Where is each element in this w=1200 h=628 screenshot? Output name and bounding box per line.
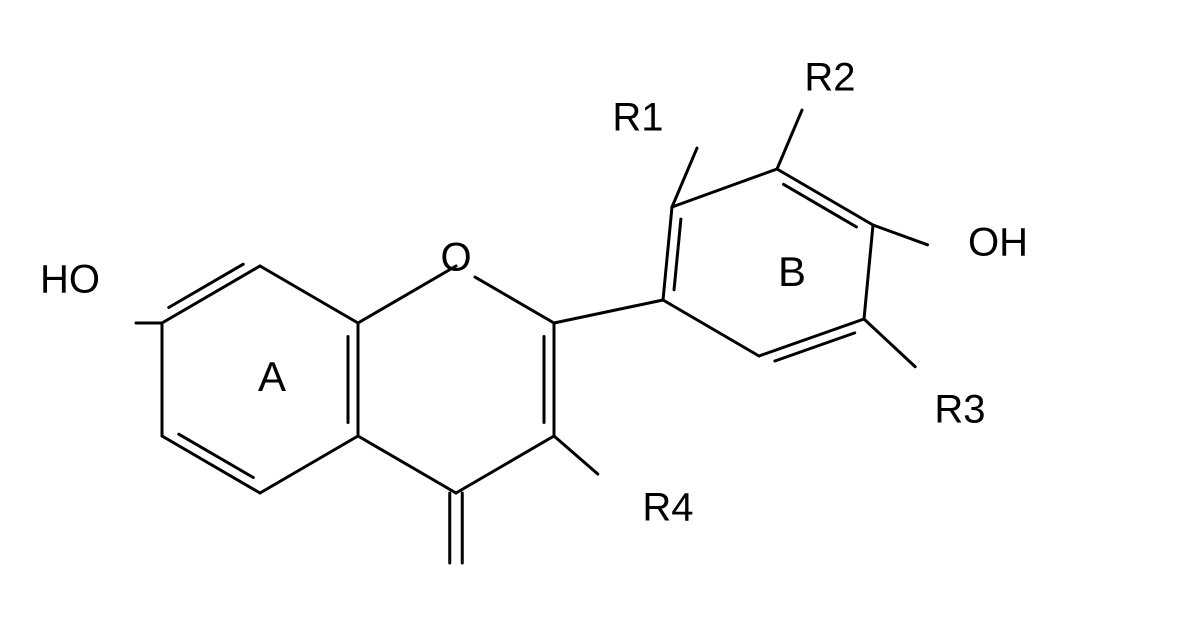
- bonds: [136, 110, 928, 563]
- ho-left-label: HO: [40, 258, 100, 302]
- ring-oxygen-label: O: [440, 236, 471, 280]
- r4-label: R4: [642, 486, 693, 530]
- r3-label: R3: [934, 388, 985, 432]
- r2-label: R2: [804, 56, 855, 100]
- ring-a-label: A: [258, 353, 286, 400]
- molecule-diagram: O HO OH R1 R2 R3 R4 A B: [0, 0, 1200, 628]
- r1-label: R1: [612, 96, 663, 140]
- oh-right-label: OH: [968, 221, 1028, 265]
- ring-b-label: B: [778, 248, 806, 295]
